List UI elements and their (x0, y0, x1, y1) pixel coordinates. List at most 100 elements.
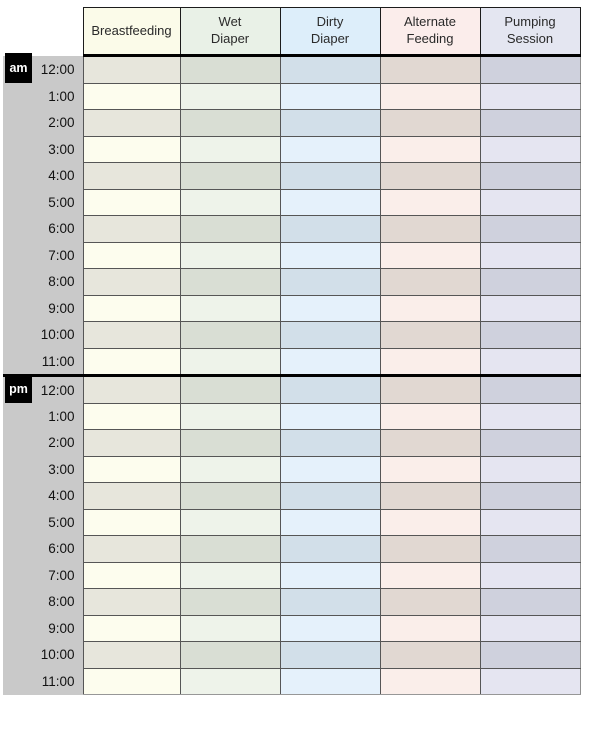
time-cell: 7:00 (3, 242, 83, 269)
time-cell: 6:00 (3, 535, 83, 562)
cell-alternate-feeding (379, 588, 480, 616)
cell-wet-diaper (179, 162, 280, 190)
time-label: 9:00 (48, 620, 75, 636)
time-row: 3:00 (3, 136, 581, 163)
time-label: 10:00 (40, 647, 75, 663)
time-cell: 10:00 (3, 321, 83, 348)
cell-breastfeeding (82, 482, 180, 510)
time-cell: 1:00 (3, 83, 83, 110)
time-label: 5:00 (48, 514, 75, 530)
cell-breastfeeding (82, 215, 180, 243)
cell-breastfeeding (82, 295, 180, 322)
cell-dirty-diaper (279, 242, 380, 269)
cell-alternate-feeding (379, 242, 480, 269)
column-header-label: Wet Diaper (210, 14, 250, 46)
cell-wet-diaper (179, 242, 280, 269)
cell-wet-diaper (179, 215, 280, 243)
column-header-wet-diaper: Wet Diaper (179, 7, 281, 57)
time-row: 2:00 (3, 429, 581, 457)
cell-dirty-diaper (279, 83, 380, 110)
cell-alternate-feeding (379, 348, 480, 376)
cell-alternate-feeding (379, 189, 480, 216)
time-row: 5:00 (3, 509, 581, 536)
cell-dirty-diaper (279, 403, 380, 430)
cell-wet-diaper (179, 403, 280, 430)
cell-dirty-diaper (279, 456, 380, 483)
cell-pumping-session (479, 348, 581, 376)
time-cell: 10:00 (3, 641, 83, 668)
cell-pumping-session (479, 403, 581, 430)
cell-breastfeeding (82, 403, 180, 430)
time-label: 6:00 (48, 541, 75, 557)
time-cell: 1:00 (3, 403, 83, 430)
time-row: pm 12:00 (3, 374, 581, 404)
cell-alternate-feeding (379, 136, 480, 163)
time-cell: 5:00 (3, 509, 83, 536)
time-cell: 9:00 (3, 615, 83, 642)
cell-wet-diaper (179, 509, 280, 536)
cell-wet-diaper (179, 535, 280, 563)
cell-breastfeeding (82, 456, 180, 483)
time-cell: 4:00 (3, 162, 83, 189)
cell-pumping-session (479, 136, 581, 163)
time-row: 7:00 (3, 242, 581, 269)
cell-pumping-session (479, 268, 581, 296)
time-cell: 8:00 (3, 588, 83, 615)
cell-alternate-feeding (379, 641, 480, 669)
cell-breastfeeding (82, 615, 180, 642)
cell-wet-diaper (179, 429, 280, 457)
cell-pumping-session (479, 55, 581, 84)
column-header-alternate-feeding: Alternate Feeding (379, 7, 481, 57)
time-label: 2:00 (48, 435, 75, 451)
cell-wet-diaper (179, 136, 280, 163)
cell-dirty-diaper (279, 189, 380, 216)
cell-pumping-session (479, 429, 581, 457)
cell-wet-diaper (179, 348, 280, 376)
time-row: 9:00 (3, 615, 581, 642)
cell-wet-diaper (179, 55, 280, 84)
cell-wet-diaper (179, 562, 280, 589)
time-cell: 5:00 (3, 189, 83, 216)
time-label: 7:00 (48, 247, 75, 263)
time-row: 10:00 (3, 321, 581, 349)
cell-dirty-diaper (279, 348, 380, 376)
cell-breastfeeding (82, 162, 180, 190)
time-cell: 6:00 (3, 215, 83, 242)
cell-wet-diaper (179, 268, 280, 296)
cell-breastfeeding (82, 374, 180, 404)
cell-pumping-session (479, 321, 581, 349)
time-row: 5:00 (3, 189, 581, 216)
cell-dirty-diaper (279, 268, 380, 296)
cell-alternate-feeding (379, 615, 480, 642)
cell-wet-diaper (179, 641, 280, 669)
cell-alternate-feeding (379, 535, 480, 563)
cell-breastfeeding (82, 109, 180, 137)
time-cell: pm 12:00 (3, 374, 83, 403)
column-header-label: Pumping Session (504, 14, 556, 46)
cell-pumping-session (479, 83, 581, 110)
column-header-label: Breastfeeding (91, 22, 172, 38)
time-row: 8:00 (3, 588, 581, 616)
time-label: 1:00 (48, 88, 75, 104)
time-row: 1:00 (3, 403, 581, 430)
time-row: 4:00 (3, 162, 581, 190)
time-row: 8:00 (3, 268, 581, 296)
cell-breastfeeding (82, 55, 180, 84)
cell-dirty-diaper (279, 641, 380, 669)
cell-alternate-feeding (379, 456, 480, 483)
time-cell: 11:00 (3, 348, 83, 376)
column-header-pumping-session: Pumping Session (479, 7, 581, 57)
cell-pumping-session (479, 374, 581, 404)
time-cell: 7:00 (3, 562, 83, 589)
cell-dirty-diaper (279, 429, 380, 457)
cell-dirty-diaper (279, 295, 380, 322)
time-row: 9:00 (3, 295, 581, 322)
time-cell: 2:00 (3, 429, 83, 456)
time-cell: 8:00 (3, 268, 83, 295)
time-cell: am 12:00 (3, 52, 83, 83)
meridiem-badge: pm (5, 374, 32, 403)
cell-pumping-session (479, 456, 581, 483)
time-cell: 4:00 (3, 482, 83, 509)
cell-wet-diaper (179, 615, 280, 642)
time-row: 4:00 (3, 482, 581, 510)
